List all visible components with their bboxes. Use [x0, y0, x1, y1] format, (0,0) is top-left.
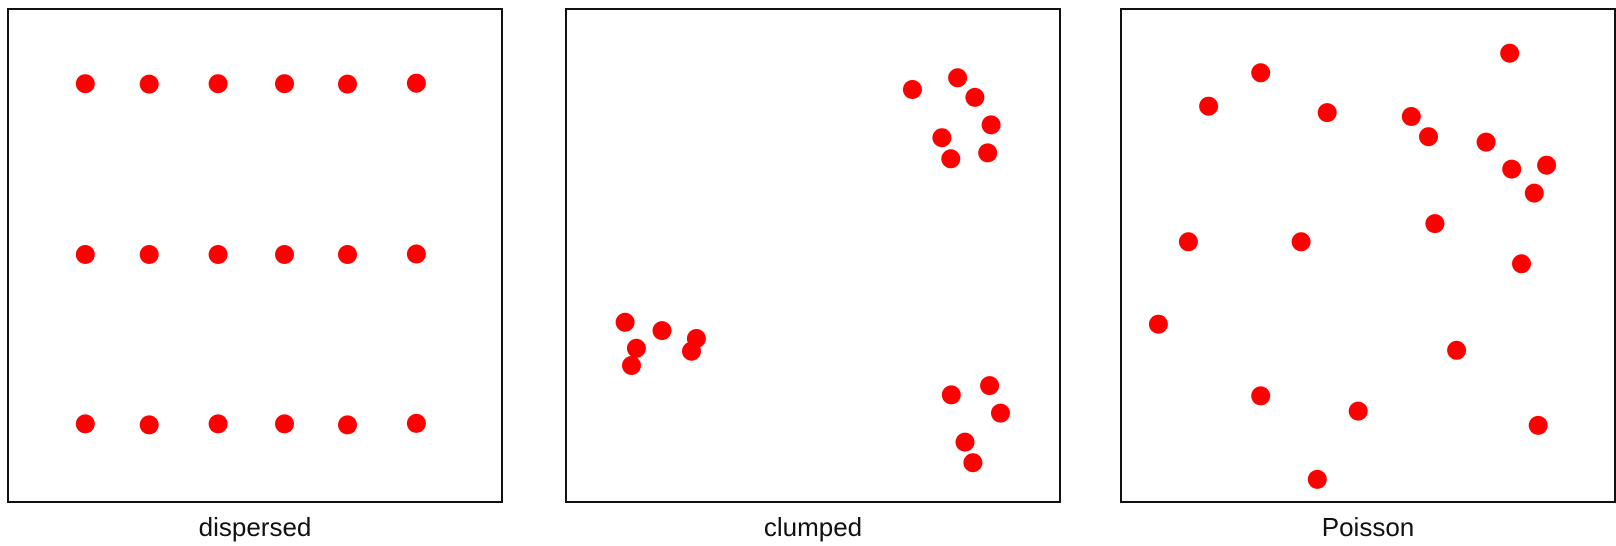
point-poisson-13	[1512, 254, 1531, 274]
point-dispersed-0	[75, 74, 95, 94]
point-clumped-7	[615, 312, 635, 332]
point-clumped-14	[980, 376, 1000, 396]
point-dispersed-3	[275, 74, 294, 94]
point-poisson-3	[1317, 103, 1337, 123]
point-poisson-9	[1524, 183, 1544, 203]
point-dispersed-2	[208, 74, 228, 94]
point-dispersed-12	[75, 414, 95, 434]
point-clumped-4	[981, 115, 1001, 135]
point-poisson-0	[1251, 63, 1271, 83]
point-poisson-12	[1291, 232, 1311, 252]
point-poisson-1	[1199, 96, 1219, 116]
point-clumped-0	[902, 80, 922, 99]
point-poisson-14	[1148, 314, 1168, 334]
point-clumped-6	[978, 143, 998, 163]
point-clumped-16	[955, 432, 975, 452]
point-poisson-7	[1537, 155, 1557, 175]
point-poisson-17	[1348, 401, 1368, 421]
point-poisson-11	[1178, 232, 1198, 252]
point-dispersed-4	[338, 74, 357, 94]
point-clumped-10	[622, 356, 641, 375]
point-clumped-1	[948, 68, 968, 88]
point-dispersed-5	[406, 73, 426, 93]
point-poisson-16	[1251, 386, 1271, 406]
point-poisson-8	[1502, 159, 1522, 179]
point-poisson-4	[1401, 107, 1421, 126]
point-poisson-15	[1447, 340, 1467, 360]
point-clumped-12	[682, 341, 701, 361]
point-poisson-5	[1419, 127, 1438, 147]
point-clumped-15	[991, 403, 1010, 423]
dispersed-plot	[75, 73, 426, 435]
point-dispersed-14	[208, 414, 228, 434]
point-dispersed-7	[139, 245, 159, 264]
point-clumped-8	[626, 338, 646, 358]
point-dispersed-10	[338, 245, 357, 264]
point-poisson-6	[1476, 132, 1496, 152]
poisson-panel	[1120, 8, 1616, 503]
point-clumped-9	[652, 321, 672, 341]
point-clumped-5	[941, 149, 961, 169]
point-clumped-13	[941, 385, 961, 405]
point-dispersed-8	[208, 245, 228, 264]
dispersed-caption: dispersed	[198, 512, 312, 542]
poisson-caption: Poisson	[1321, 512, 1415, 542]
point-dispersed-15	[275, 414, 294, 434]
clumped-caption: clumped	[763, 512, 863, 542]
point-dispersed-16	[338, 415, 357, 435]
point-dispersed-9	[275, 245, 294, 264]
point-poisson-10	[1425, 214, 1445, 234]
point-poisson-2	[1500, 43, 1520, 63]
point-clumped-3	[932, 128, 952, 148]
dispersed-panel	[7, 8, 503, 503]
clumped-panel	[565, 8, 1061, 503]
point-dispersed-6	[75, 245, 95, 264]
point-clumped-17	[963, 453, 983, 473]
point-dispersed-11	[406, 244, 426, 264]
point-poisson-18	[1528, 415, 1548, 435]
poisson-plot	[1148, 43, 1557, 489]
point-poisson-19	[1307, 469, 1327, 489]
point-dispersed-1	[139, 74, 159, 94]
point-dispersed-13	[139, 415, 159, 435]
point-clumped-2	[965, 87, 985, 107]
clumped-plot	[615, 68, 1010, 473]
point-dispersed-17	[406, 413, 426, 433]
